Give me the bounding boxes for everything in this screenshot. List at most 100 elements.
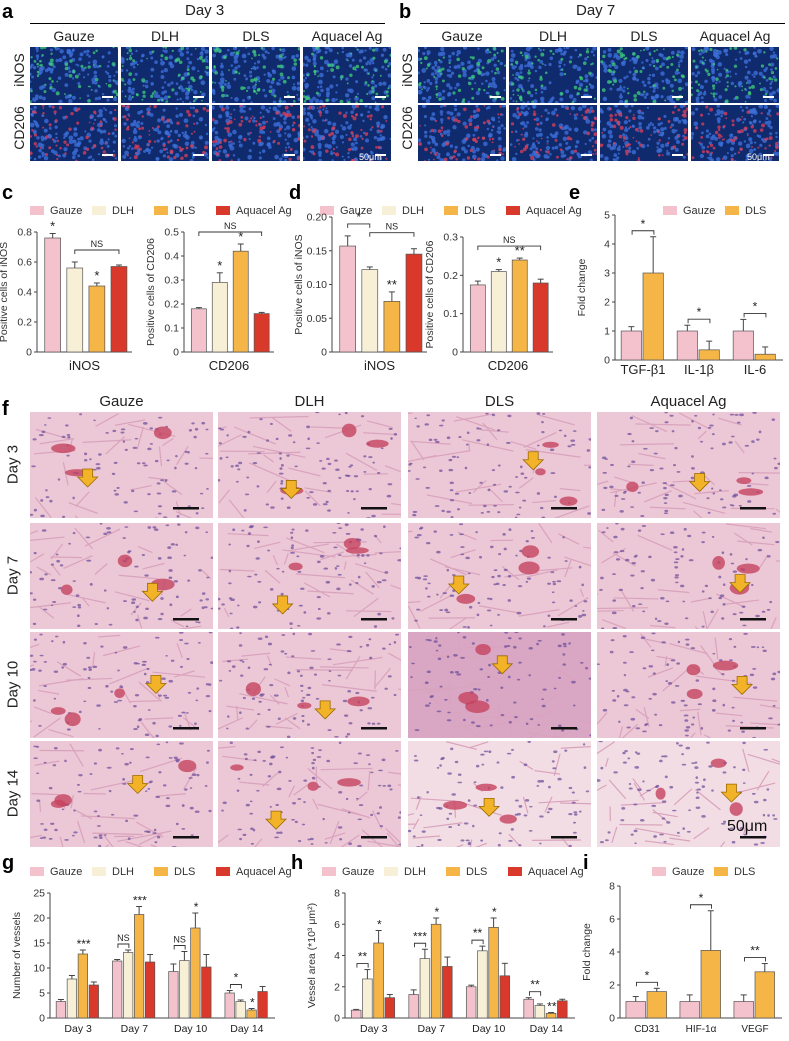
chart-bar — [646, 991, 667, 1019]
histology-image — [30, 412, 213, 518]
panel-b-image-texture — [418, 47, 506, 103]
histology-texture — [408, 632, 591, 738]
histology-image — [597, 523, 780, 629]
histology-scale-label: 50μm — [727, 818, 768, 835]
chart-bar — [408, 994, 419, 1019]
y-tick-label: 2 — [334, 981, 340, 993]
y-tick-label: 20 — [33, 913, 45, 925]
chart-bar — [88, 984, 99, 1019]
significance-label: ** — [515, 243, 525, 258]
panel-b-col-label: Aquacel Ag — [699, 28, 771, 44]
panel-a-col-label: Aquacel Ag — [311, 28, 383, 44]
y-tick-label: 0.05 — [307, 313, 328, 325]
x-tick-label: Day 7 — [418, 1023, 446, 1035]
panel-b-image — [509, 47, 597, 103]
error-bar — [170, 963, 177, 972]
y-tick-label: 2 — [609, 980, 615, 992]
chart-bar — [532, 282, 549, 353]
x-axis-label: CD206 — [488, 358, 528, 373]
panel-b-image-texture — [509, 47, 597, 103]
y-tick-label: 15 — [33, 938, 45, 950]
histology-col-label: DLH — [294, 393, 325, 410]
chart-bar — [190, 927, 201, 1019]
chart-bar — [361, 269, 379, 353]
error-bar — [114, 959, 121, 961]
panel-b-image — [691, 105, 779, 161]
y-tick-label: 0 — [173, 347, 179, 359]
x-tick-label: Day 3 — [360, 1023, 388, 1035]
y-axis-label: Number of vessels — [11, 912, 23, 999]
significance-bracket: * — [347, 210, 371, 228]
panel-a-scale-label: 50μm — [359, 152, 382, 162]
chart-bar — [700, 949, 721, 1019]
legend-item: Gauze — [30, 205, 82, 217]
chart-bar — [134, 914, 145, 1019]
significance-label: * — [238, 229, 243, 244]
chart-bar — [339, 245, 356, 353]
significance-label: *** — [133, 894, 147, 908]
error-bar — [559, 998, 566, 1001]
panel-a-col-label: DLH — [150, 28, 179, 44]
y-tick-label: 0 — [334, 1013, 340, 1025]
chart-bar — [676, 330, 698, 361]
x-tick-label: Day 7 — [121, 1023, 149, 1035]
histology-texture — [30, 523, 213, 629]
y-tick-label: 0.20 — [307, 212, 328, 224]
y-tick-label: 10 — [33, 963, 45, 975]
error-bar — [248, 1008, 255, 1010]
histology-image — [218, 412, 401, 518]
panel-a-image-texture — [30, 105, 118, 161]
panel-a-image — [212, 105, 300, 161]
significance-bracket: * — [229, 971, 242, 989]
chart-bar — [211, 282, 228, 353]
chart-bar — [679, 1001, 700, 1019]
panel-b-col-label: DLS — [630, 28, 658, 44]
chart-bar — [201, 966, 212, 1019]
error-bar — [258, 311, 265, 314]
chart-bar — [698, 349, 720, 361]
panel-b-image — [418, 105, 506, 161]
y-tick-label: 0.15 — [307, 245, 328, 257]
legend-item: DLH — [382, 205, 424, 217]
chart-bar — [66, 267, 84, 353]
y-tick-label: 5 — [604, 210, 610, 222]
error-bar — [536, 1003, 543, 1006]
y-tick-label: 4 — [334, 950, 340, 962]
error-bar — [684, 324, 691, 331]
error-bar — [686, 994, 693, 1002]
panel-a-image — [303, 105, 391, 161]
significance-label: * — [435, 905, 440, 919]
x-axis-label: iNOS — [364, 358, 395, 373]
y-tick-label: 0 — [452, 347, 458, 359]
y-tick-label: 3 — [604, 268, 610, 280]
chart-bar — [88, 285, 106, 353]
histology-image — [597, 632, 780, 738]
significance-label: * — [50, 219, 55, 234]
chart-bar — [499, 975, 511, 1019]
y-tick-label: 0 — [609, 1013, 615, 1025]
y-tick-label: 4 — [604, 239, 610, 251]
legend-item: Gauze — [320, 205, 372, 217]
chart-bar — [442, 966, 453, 1019]
y-tick-label: 0.8 — [17, 227, 32, 239]
error-bar — [181, 951, 188, 961]
legend-item: Aquacel Ag — [508, 866, 584, 878]
legend-item: Gauze — [322, 866, 374, 878]
significance-bracket: NS — [117, 933, 130, 948]
legend-item: DLS — [154, 205, 195, 217]
error-bar — [375, 930, 382, 943]
significance-label: * — [492, 905, 497, 919]
chart-bar — [362, 978, 373, 1019]
x-tick-label: Day 10 — [472, 1023, 505, 1035]
significance-label: * — [94, 268, 99, 283]
error-bar — [421, 948, 428, 959]
panel-b-image-texture — [691, 105, 779, 161]
histology-image — [408, 523, 591, 629]
y-tick-label: 0.1 — [164, 323, 179, 335]
histology-texture — [408, 523, 591, 629]
error-bar — [71, 261, 78, 268]
significance-bracket: * — [636, 968, 658, 987]
y-axis-label: Positive cells of iNOS — [293, 234, 305, 334]
y-axis-label: Vessel area (*10³ μm²) — [306, 903, 318, 1008]
